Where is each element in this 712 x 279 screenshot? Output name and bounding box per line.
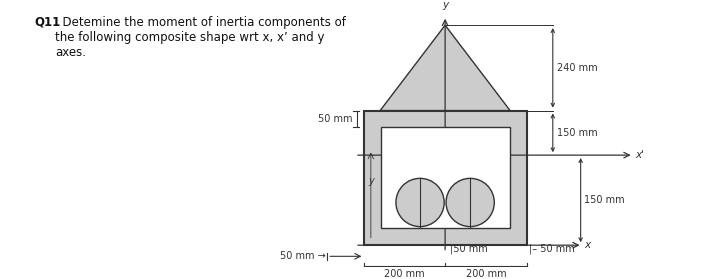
Text: y: y bbox=[442, 0, 448, 10]
Text: 150 mm: 150 mm bbox=[557, 128, 597, 138]
Text: x: x bbox=[585, 240, 590, 250]
Text: 240 mm: 240 mm bbox=[557, 63, 597, 73]
Text: 200 mm: 200 mm bbox=[466, 269, 506, 279]
Text: |– 50 mm: |– 50 mm bbox=[529, 243, 575, 254]
Text: 50 mm: 50 mm bbox=[318, 114, 352, 124]
Text: 200 mm: 200 mm bbox=[384, 269, 425, 279]
Text: 150 mm: 150 mm bbox=[585, 195, 625, 205]
Text: x': x' bbox=[635, 150, 644, 160]
Text: y: y bbox=[368, 176, 374, 186]
Circle shape bbox=[396, 178, 444, 227]
Text: 50 mm →: 50 mm → bbox=[280, 251, 325, 261]
Text: . Detemine the moment of inertia components of
the following composite shape wrt: . Detemine the moment of inertia compone… bbox=[56, 16, 346, 59]
Bar bbox=[365, 110, 527, 245]
Bar bbox=[381, 127, 510, 229]
Text: |50 mm: |50 mm bbox=[450, 243, 488, 254]
Text: C: C bbox=[434, 139, 441, 149]
Circle shape bbox=[446, 178, 494, 227]
Polygon shape bbox=[380, 25, 510, 110]
Text: Q11: Q11 bbox=[35, 16, 61, 29]
